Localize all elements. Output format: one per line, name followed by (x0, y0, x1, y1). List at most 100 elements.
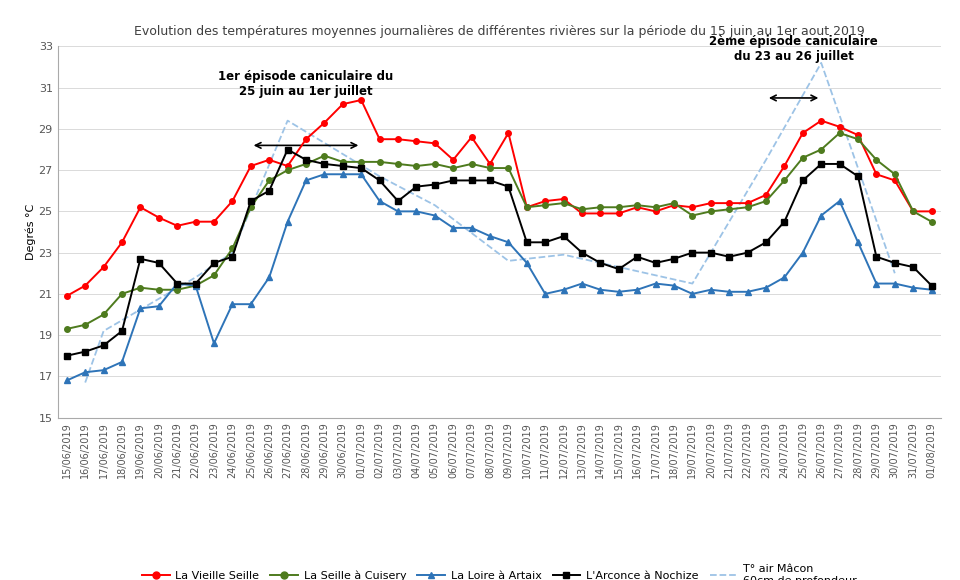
L'Arconce à Nochize (429, 181, 441, 188)
La Loire à Artaix (540, 291, 551, 298)
La Vieille Seille (871, 171, 882, 177)
L'Arconce à Nochize (540, 239, 551, 246)
La Seille à Cuisery (61, 325, 73, 332)
La Seille à Cuisery (852, 136, 864, 143)
L'Arconce à Nochize (815, 161, 827, 168)
La Loire à Artaix (337, 171, 348, 177)
La Vieille Seille (393, 136, 404, 143)
La Vieille Seille (852, 132, 864, 139)
T° air Mâcon
60cm de profondeur (190, 274, 202, 281)
La Loire à Artaix (724, 288, 735, 295)
La Vieille Seille (760, 191, 772, 198)
L'Arconce à Nochize (263, 187, 275, 194)
L'Arconce à Nochize (503, 183, 515, 190)
La Vieille Seille (576, 210, 588, 217)
La Loire à Artaix (779, 274, 790, 281)
La Vieille Seille (447, 157, 459, 164)
La Loire à Artaix (521, 259, 533, 266)
La Vieille Seille (558, 195, 569, 202)
La Seille à Cuisery (208, 272, 220, 279)
Text: 1er épisode caniculaire du
25 juin au 1er juillet: 1er épisode caniculaire du 25 juin au 1e… (218, 70, 394, 98)
La Vieille Seille (466, 133, 477, 140)
La Seille à Cuisery (282, 166, 294, 173)
La Seille à Cuisery (153, 287, 164, 293)
La Vieille Seille (484, 161, 495, 168)
T° air Mâcon
60cm de profondeur (282, 117, 294, 124)
La Seille à Cuisery (484, 165, 495, 172)
L'Arconce à Nochize (834, 161, 846, 168)
T° air Mâcon
60cm de profondeur (98, 328, 109, 335)
La Vieille Seille (134, 204, 146, 211)
La Vieille Seille (742, 200, 754, 206)
Line: La Loire à Artaix: La Loire à Artaix (64, 172, 934, 383)
L'Arconce à Nochize (889, 259, 900, 266)
L'Arconce à Nochize (852, 173, 864, 180)
La Loire à Artaix (503, 239, 515, 246)
La Loire à Artaix (742, 288, 754, 295)
T° air Mâcon
60cm de profondeur (373, 173, 385, 180)
T° air Mâcon
60cm de profondeur (815, 59, 827, 66)
La Vieille Seille (208, 218, 220, 225)
La Vieille Seille (834, 124, 846, 130)
La Vieille Seille (613, 210, 625, 217)
L'Arconce à Nochize (594, 259, 606, 266)
La Loire à Artaix (650, 280, 661, 287)
La Seille à Cuisery (540, 202, 551, 209)
T° air Mâcon
60cm de profondeur (429, 202, 441, 209)
La Seille à Cuisery (190, 282, 202, 289)
La Seille à Cuisery (447, 165, 459, 172)
La Loire à Artaix (172, 280, 183, 287)
La Vieille Seille (116, 239, 128, 246)
La Vieille Seille (521, 204, 533, 211)
L'Arconce à Nochize (650, 259, 661, 266)
La Vieille Seille (540, 198, 551, 205)
La Loire à Artaix (61, 377, 73, 384)
La Vieille Seille (889, 177, 900, 184)
T° air Mâcon
60cm de profondeur (889, 270, 900, 277)
La Loire à Artaix (871, 280, 882, 287)
L'Arconce à Nochize (576, 249, 588, 256)
La Loire à Artaix (227, 300, 238, 307)
La Vieille Seille (815, 117, 827, 124)
Line: La Seille à Cuisery: La Seille à Cuisery (64, 130, 934, 332)
L'Arconce à Nochize (319, 161, 330, 168)
La Loire à Artaix (576, 280, 588, 287)
La Vieille Seille (245, 162, 256, 169)
La Loire à Artaix (815, 212, 827, 219)
La Seille à Cuisery (834, 129, 846, 136)
Line: T° air Mâcon
60cm de profondeur: T° air Mâcon 60cm de profondeur (85, 63, 895, 383)
L'Arconce à Nochize (705, 249, 716, 256)
T° air Mâcon
60cm de profondeur (503, 258, 515, 264)
La Seille à Cuisery (263, 177, 275, 184)
La Loire à Artaix (429, 212, 441, 219)
La Loire à Artaix (134, 305, 146, 312)
L'Arconce à Nochize (172, 280, 183, 287)
La Seille à Cuisery (705, 208, 716, 215)
La Seille à Cuisery (134, 284, 146, 291)
L'Arconce à Nochize (742, 249, 754, 256)
La Loire à Artaix (705, 287, 716, 293)
L'Arconce à Nochize (925, 282, 937, 289)
La Seille à Cuisery (373, 158, 385, 165)
La Seille à Cuisery (724, 206, 735, 213)
L'Arconce à Nochize (466, 177, 477, 184)
La Seille à Cuisery (594, 204, 606, 211)
La Loire à Artaix (613, 288, 625, 295)
Legend: La Vieille Seille, La Seille à Cuisery, La Loire à Artaix, L'Arconce à Nochize, : La Vieille Seille, La Seille à Cuisery, … (137, 560, 861, 580)
La Loire à Artaix (632, 287, 643, 293)
La Vieille Seille (282, 162, 294, 169)
La Seille à Cuisery (650, 204, 661, 211)
La Seille à Cuisery (558, 200, 569, 206)
L'Arconce à Nochize (116, 328, 128, 335)
La Loire à Artaix (263, 274, 275, 281)
La Vieille Seille (594, 210, 606, 217)
T° air Mâcon
60cm de profondeur (558, 251, 569, 258)
La Loire à Artaix (245, 300, 256, 307)
La Loire à Artaix (760, 284, 772, 291)
L'Arconce à Nochize (208, 259, 220, 266)
L'Arconce à Nochize (300, 157, 312, 164)
L'Arconce à Nochize (227, 253, 238, 260)
L'Arconce à Nochize (80, 348, 91, 355)
La Vieille Seille (319, 119, 330, 126)
La Vieille Seille (80, 282, 91, 289)
